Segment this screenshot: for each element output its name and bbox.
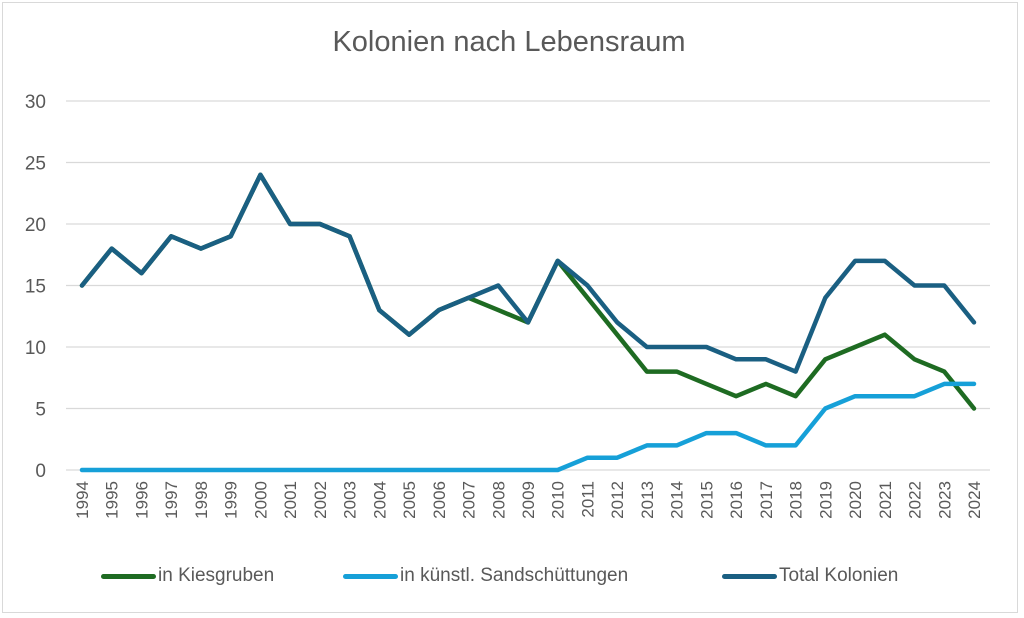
x-tick-label: 2016	[727, 481, 746, 519]
x-tick-label: 2017	[757, 481, 776, 519]
series-line-2	[79, 172, 977, 374]
series-lines	[79, 172, 977, 473]
x-tick-label: 2015	[697, 481, 716, 519]
x-tick-label: 1999	[222, 481, 241, 519]
x-tick-label: 2019	[816, 481, 835, 519]
x-tick-label: 2011	[578, 481, 597, 518]
x-tick-label: 2007	[460, 481, 479, 519]
x-tick-label: 2006	[430, 481, 449, 519]
legend-item-sandschuettungen: in künstl. Sandschüttungen	[343, 565, 628, 587]
legend-label-total: Total Kolonien	[779, 565, 899, 586]
y-tick-label: 30	[25, 92, 46, 113]
y-axis-ticks: 0 5 10 15 20 25 30	[25, 92, 46, 482]
chart-title: Kolonien nach Lebensraum	[332, 26, 686, 58]
x-tick-label: 2009	[519, 481, 538, 519]
x-tick-label: 2022	[906, 481, 925, 519]
y-tick-label: 15	[25, 277, 46, 298]
legend-label-sandschuettungen: in künstl. Sandschüttungen	[400, 565, 629, 586]
x-tick-label: 2014	[668, 481, 687, 519]
x-tick-label: 2003	[341, 481, 360, 519]
series-line-0	[79, 172, 977, 411]
series-line-1	[79, 381, 977, 473]
x-tick-label: 1996	[132, 481, 151, 519]
x-tick-label: 2012	[608, 481, 627, 519]
x-tick-label: 2023	[935, 481, 954, 519]
x-tick-label: 1995	[103, 481, 122, 519]
x-tick-label: 2024	[965, 481, 984, 519]
legend-swatch-kiesgruben	[101, 573, 156, 579]
x-tick-label: 2008	[489, 481, 508, 519]
x-tick-label: 2000	[251, 481, 270, 519]
gridlines	[66, 100, 990, 471]
legend-item-total: Total Kolonien	[722, 565, 898, 587]
x-tick-label: 1994	[73, 481, 92, 519]
y-tick-label: 0	[35, 461, 46, 482]
x-tick-label: 2021	[876, 481, 895, 519]
x-tick-label: 2010	[549, 481, 568, 519]
x-tick-label: 2002	[311, 481, 330, 519]
x-tick-label: 1997	[162, 481, 181, 519]
legend-label-kiesgruben: in Kiesgruben	[158, 565, 275, 586]
x-tick-label: 2004	[370, 481, 389, 519]
y-tick-label: 25	[25, 154, 46, 175]
x-tick-label: 2005	[400, 481, 419, 519]
x-tick-label: 1998	[192, 481, 211, 519]
legend-item-kiesgruben: in Kiesgruben	[101, 565, 274, 587]
y-tick-label: 10	[25, 338, 46, 359]
legend-swatch-sandschuettungen	[343, 573, 398, 579]
x-tick-label: 2001	[281, 481, 300, 519]
x-tick-label: 2013	[638, 481, 657, 519]
y-tick-label: 5	[35, 400, 46, 421]
y-tick-label: 20	[25, 215, 46, 236]
x-axis-ticks: 1994 1995 1996 1997 1998 1999 2000 2001 2002 2003…	[73, 481, 984, 519]
legend-swatch-total	[722, 573, 777, 579]
x-tick-label: 2020	[846, 481, 865, 519]
x-tick-label: 2018	[787, 481, 806, 519]
